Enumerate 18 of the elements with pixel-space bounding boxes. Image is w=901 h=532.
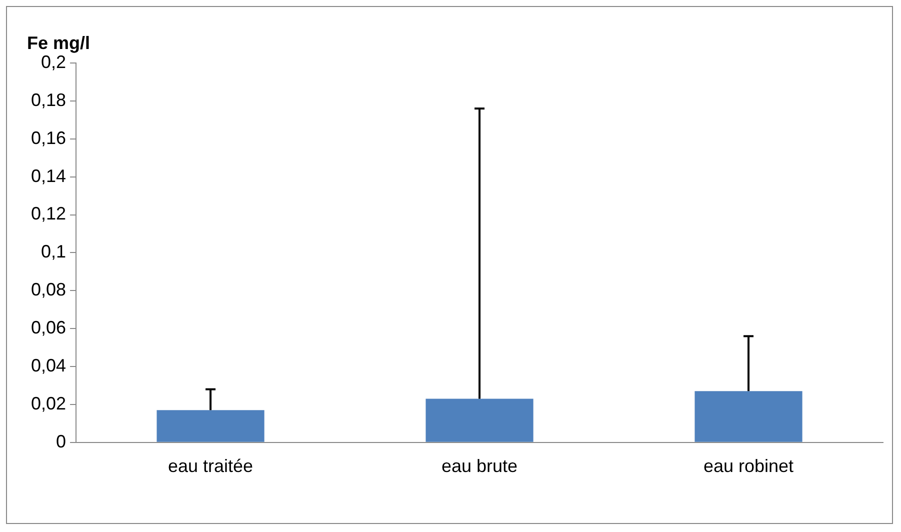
y-tick-label: 0,06 [30,318,66,338]
bar [426,398,534,442]
bar [156,410,264,442]
x-tick-label: eau robinet [703,456,794,476]
y-tick-label: 0,12 [30,204,66,224]
y-tick-label: 0,16 [30,128,66,148]
y-tick-label: 0,1 [41,242,66,262]
y-tick-label: 0,2 [41,52,66,72]
y-tick-label: 0,18 [30,90,66,110]
x-tick-label: eau brute [441,456,518,476]
y-tick-label: 0 [56,431,66,452]
y-tick-label: 0,08 [30,280,66,300]
bar [694,391,802,442]
y-axis-title: Fe mg/l [27,32,90,53]
y-tick-label: 0,14 [30,166,66,186]
x-tick-label: eau traitée [168,456,254,476]
y-tick-label: 0,04 [30,355,66,376]
y-tick-label: 0,02 [30,393,66,414]
